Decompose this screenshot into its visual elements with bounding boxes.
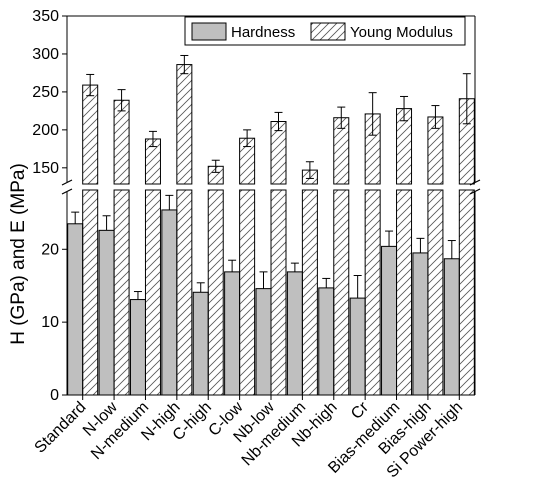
bar-hardness: [255, 288, 272, 396]
bar-young-modulus-lower: [144, 189, 161, 396]
y-tick-label: 350: [32, 8, 59, 25]
legend-label-hardness: Hardness: [231, 24, 295, 41]
y-tick-label: 10: [41, 314, 59, 331]
bar-young-modulus-lower: [301, 189, 318, 396]
y-tick-label: 200: [32, 122, 59, 139]
bar-hardness: [98, 229, 115, 396]
bar-young-modulus-lower: [458, 189, 475, 396]
bar-hardness: [412, 252, 429, 396]
bar-hardness: [161, 209, 178, 396]
bar-young-modulus: [82, 84, 99, 185]
bar-young-modulus: [176, 64, 193, 185]
bar-young-modulus-lower: [364, 189, 381, 396]
bar-hardness: [286, 271, 303, 396]
y-tick-label: 20: [41, 241, 59, 258]
bar-young-modulus-lower: [333, 189, 350, 396]
bar-hardness: [224, 271, 241, 396]
bar-hardness: [443, 258, 460, 396]
y-tick-label: 150: [32, 160, 59, 177]
bar-young-modulus-lower: [396, 189, 413, 396]
axis-break-mark: [469, 188, 481, 195]
plot-area: StandardN-lowN-mediumN-highC-highC-lowNb…: [32, 8, 481, 481]
bar-young-modulus: [113, 99, 130, 185]
bar-hardness: [192, 291, 209, 396]
bar-young-modulus-lower: [113, 189, 130, 396]
bar-hardness: [318, 287, 335, 396]
bar-young-modulus-lower: [270, 189, 287, 396]
y-axis-label: H (GPa) and E (MPa): [8, 163, 29, 345]
legend-label-young-modulus: Young Modulus: [350, 24, 453, 41]
bar-hardness: [381, 245, 398, 396]
legend: Hardness Young Modulus: [184, 16, 466, 46]
x-tick-label: Cr: [348, 398, 372, 422]
bar-hardness: [349, 297, 366, 396]
bar-young-modulus-lower: [207, 189, 224, 396]
legend-swatch-hardness: [191, 22, 227, 41]
bar-young-modulus-lower: [176, 189, 193, 396]
bar-hardness: [67, 223, 84, 396]
axis-break-mark: [61, 188, 73, 195]
y-tick-label: 250: [32, 84, 59, 101]
y-tick-label: 300: [32, 46, 59, 63]
legend-swatch-young-modulus: [310, 22, 346, 41]
axis-break-mark: [61, 179, 73, 186]
y-tick-label: 0: [50, 387, 59, 404]
bar-hardness: [129, 299, 146, 396]
axis-break-mark: [469, 179, 481, 186]
bar-young-modulus-lower: [427, 189, 444, 396]
bar-young-modulus-lower: [82, 189, 99, 396]
bar-young-modulus-lower: [239, 189, 256, 396]
